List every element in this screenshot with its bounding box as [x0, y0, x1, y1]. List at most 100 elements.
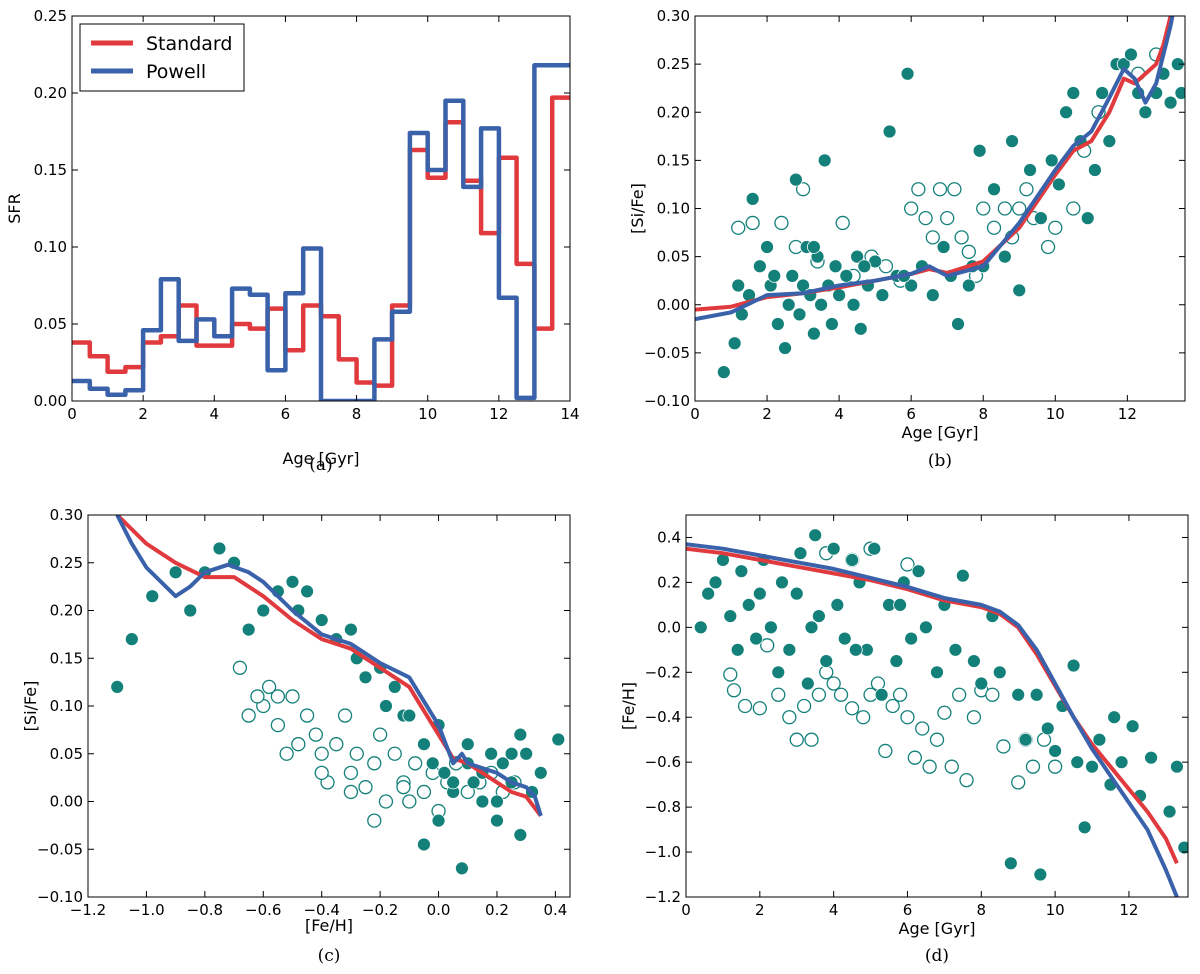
filled-point [749, 631, 764, 646]
filled-point [551, 732, 566, 747]
open-point [996, 739, 1011, 754]
y-tick-label: 0.05 [657, 248, 690, 266]
filled-point [951, 317, 965, 331]
x-tick-label: −0.6 [245, 901, 281, 919]
filled-point [792, 307, 807, 322]
open-point [932, 182, 948, 197]
filled-point [789, 586, 804, 601]
y-tick-label: 0.10 [50, 697, 83, 715]
open-point [343, 784, 359, 800]
open-point [892, 687, 908, 702]
open-point [796, 698, 812, 714]
x-tick-label: 0 [690, 405, 700, 423]
open-point [1019, 182, 1034, 197]
filled-point [504, 746, 519, 761]
open-point [795, 182, 811, 197]
filled-point [972, 143, 987, 158]
open-point [285, 689, 300, 704]
open-point [929, 732, 945, 747]
panel-b-caption: (b) [928, 451, 952, 471]
filled-point [484, 746, 499, 761]
y-tick-label: 0.30 [657, 7, 690, 25]
open-point [745, 215, 760, 231]
filled-point [1102, 134, 1117, 149]
filled-point [731, 278, 746, 293]
panel-c-ylabel: [Si/Fe] [21, 681, 40, 732]
y-tick-label: 0.25 [34, 7, 67, 25]
panel-b-marks [695, 16, 1185, 380]
y-tick-label: 0.10 [34, 238, 67, 256]
filled-point [701, 586, 716, 601]
open-point [314, 765, 329, 780]
x-tick-label: 0.0 [427, 901, 451, 919]
open-point [343, 765, 359, 780]
open-point [299, 708, 315, 723]
open-point [1047, 759, 1063, 774]
x-tick-label: 6 [281, 405, 291, 423]
filled-point [875, 288, 890, 303]
open-point [737, 698, 753, 714]
filled-point [1080, 211, 1095, 226]
x-tick-label: −0.4 [303, 901, 339, 919]
filled-point [379, 699, 393, 713]
x-tick-label: 6 [903, 901, 913, 919]
filled-point [1033, 211, 1048, 226]
filled-point [997, 249, 1012, 264]
series-line-powell [686, 542, 1179, 897]
filled-point [1033, 867, 1048, 882]
y-tick-label: 0.20 [50, 602, 83, 620]
open-point [723, 667, 738, 682]
open-point [396, 780, 411, 795]
filled-point [752, 586, 767, 601]
y-tick-label: 0.10 [657, 200, 690, 218]
open-point [940, 210, 955, 226]
open-point [358, 780, 373, 795]
filled-point [955, 568, 970, 583]
open-point [367, 756, 382, 771]
filled-point [1077, 820, 1092, 835]
open-point [922, 759, 937, 774]
filled-point [241, 622, 256, 637]
open-point [279, 746, 294, 761]
filled-point [828, 259, 843, 274]
open-point [951, 687, 967, 702]
panel-a-caption: (a) [309, 455, 332, 475]
x-tick-label: 8 [352, 405, 362, 423]
open-point [947, 182, 962, 197]
filled-point [1040, 721, 1055, 736]
filled-point [767, 268, 782, 283]
filled-point [826, 541, 841, 556]
filled-point [1170, 759, 1184, 774]
open-point [378, 794, 394, 809]
y-tick-label: −0.2 [645, 663, 681, 681]
panel-a-legend: Standard Powell [79, 23, 245, 92]
filled-point [490, 813, 504, 828]
y-tick-label: −1.0 [645, 843, 681, 861]
x-tick-label: 12 [1118, 405, 1137, 423]
filled-point [967, 654, 981, 668]
open-point [789, 732, 804, 747]
open-point [329, 737, 344, 752]
filled-point [314, 613, 329, 627]
panel-c-frame [87, 514, 571, 898]
filled-point [437, 765, 452, 780]
filled-point [490, 794, 504, 809]
open-point [907, 750, 923, 765]
filled-point [1107, 710, 1122, 725]
x-tick-label: 12 [1119, 901, 1138, 919]
open-point [904, 201, 919, 216]
panel-a: 0 2 4 6 8 10 12 14 0.00 0.05 0.10 0.15 0.20 0.25 Age … [5, 7, 580, 475]
open-point [1048, 220, 1063, 235]
filled-point [285, 574, 300, 589]
filled-point [1012, 283, 1027, 298]
filled-point [1066, 86, 1081, 100]
open-point [835, 215, 850, 231]
filled-point [446, 775, 461, 790]
filled-point [857, 259, 872, 274]
open-point [1040, 239, 1056, 255]
panel-a-marks [72, 63, 570, 401]
x-tick-label: 10 [1046, 405, 1065, 423]
filled-point [893, 597, 907, 612]
open-point [349, 746, 364, 761]
open-point [918, 210, 933, 226]
